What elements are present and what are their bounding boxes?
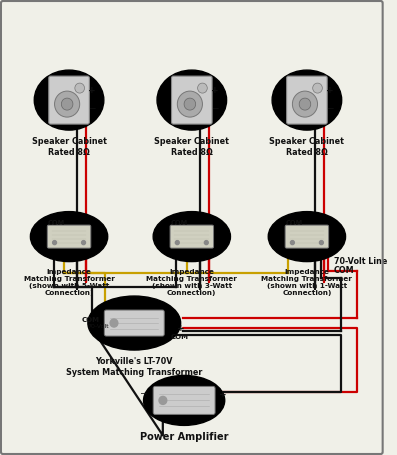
Circle shape <box>53 241 56 245</box>
Circle shape <box>291 241 294 245</box>
Text: +: + <box>219 390 227 399</box>
Text: Impedance
Matching Transformer
(shown with 3-Watt
Connection): Impedance Matching Transformer (shown wi… <box>146 268 237 296</box>
FancyBboxPatch shape <box>170 225 214 248</box>
Circle shape <box>54 91 80 117</box>
Text: +: + <box>211 86 219 95</box>
Text: 70-Volt Line: 70-Volt Line <box>334 257 387 266</box>
Circle shape <box>313 83 322 93</box>
Circle shape <box>299 98 311 110</box>
Text: −: − <box>89 104 96 112</box>
Ellipse shape <box>157 70 227 130</box>
FancyBboxPatch shape <box>287 76 327 124</box>
Ellipse shape <box>144 375 225 425</box>
Text: COM: COM <box>171 220 188 226</box>
Text: Speaker Cabinet
Rated 8Ω: Speaker Cabinet Rated 8Ω <box>32 137 106 157</box>
Ellipse shape <box>272 70 342 130</box>
Text: Speaker Cabinet
Rated 8Ω: Speaker Cabinet Rated 8Ω <box>270 137 344 157</box>
Text: Power Amplifier: Power Amplifier <box>140 432 228 442</box>
Circle shape <box>198 83 207 93</box>
Ellipse shape <box>34 70 104 130</box>
Circle shape <box>61 98 73 110</box>
Text: COM: COM <box>171 334 189 340</box>
Text: Speaker Cabinet
Rated 8Ω: Speaker Cabinet Rated 8Ω <box>154 137 229 157</box>
Text: −: − <box>211 104 219 112</box>
Circle shape <box>110 319 118 327</box>
Text: COM: COM <box>82 317 100 323</box>
Text: +: + <box>89 86 96 95</box>
FancyBboxPatch shape <box>104 310 164 336</box>
Circle shape <box>320 241 323 245</box>
Text: −: − <box>139 388 146 397</box>
FancyBboxPatch shape <box>49 76 89 124</box>
Text: COM: COM <box>334 266 355 275</box>
Ellipse shape <box>153 212 231 262</box>
FancyBboxPatch shape <box>47 225 91 248</box>
Text: COM: COM <box>285 220 303 226</box>
Ellipse shape <box>31 212 108 262</box>
Text: +: + <box>326 86 334 95</box>
Text: Impedance
Matching Transformer
(shown with 1-Watt
Connection): Impedance Matching Transformer (shown wi… <box>262 268 352 296</box>
Text: COM: COM <box>48 220 65 226</box>
Text: −: − <box>326 104 334 112</box>
Text: Impedance
Matching Transformer
(shown with 5-Watt
Connection): Impedance Matching Transformer (shown wi… <box>23 268 114 296</box>
Text: Yorkville's LT-70V
System Matching Transformer: Yorkville's LT-70V System Matching Trans… <box>66 357 202 377</box>
Text: 70-Volt: 70-Volt <box>88 324 110 329</box>
FancyBboxPatch shape <box>153 386 215 415</box>
Circle shape <box>177 91 202 117</box>
Circle shape <box>184 98 196 110</box>
Ellipse shape <box>88 296 181 350</box>
Circle shape <box>159 396 167 404</box>
Circle shape <box>293 91 318 117</box>
Circle shape <box>175 241 179 245</box>
Ellipse shape <box>268 212 345 262</box>
Circle shape <box>204 241 208 245</box>
FancyBboxPatch shape <box>172 76 212 124</box>
FancyBboxPatch shape <box>285 225 329 248</box>
Circle shape <box>82 241 85 245</box>
Text: +: + <box>177 324 185 333</box>
Circle shape <box>75 83 85 93</box>
